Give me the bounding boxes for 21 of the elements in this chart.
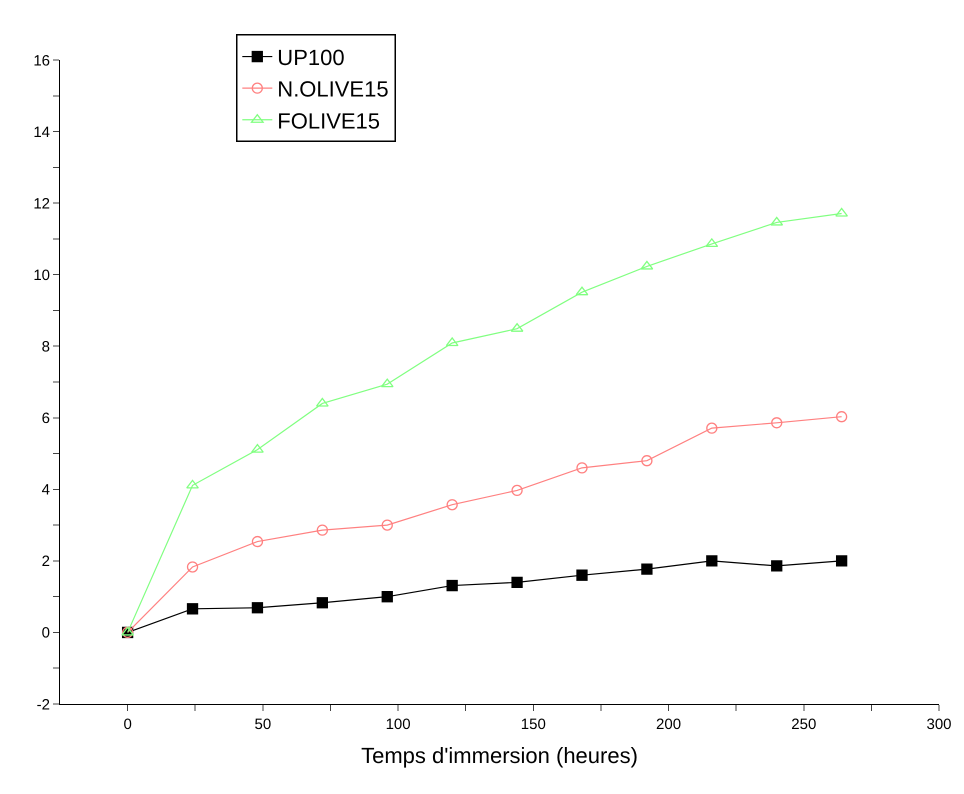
- y-tick-label: 6: [42, 410, 50, 428]
- y-tick-label: 14: [33, 124, 50, 141]
- x-tick-label: 200: [656, 716, 682, 733]
- x-tick-label: 250: [791, 716, 816, 733]
- legend-label: UP100: [277, 45, 345, 70]
- y-tick-label: 12: [33, 195, 50, 212]
- x-tick-label: 150: [520, 716, 546, 733]
- y-tick-label: -2: [36, 696, 50, 714]
- x-tick-label: 50: [254, 716, 272, 733]
- y-tick-label: 16: [33, 52, 50, 70]
- y-tick-label: 0: [42, 624, 50, 642]
- x-tick-label: 0: [123, 716, 132, 733]
- x-tick-label: 100: [386, 716, 411, 733]
- y-tick-label: 2: [42, 553, 50, 570]
- legend-label: N.OLIVE15: [277, 76, 389, 102]
- y-tick-label: 10: [33, 266, 50, 284]
- y-tick-label: 4: [42, 482, 50, 499]
- y-tick-label: 8: [42, 338, 50, 356]
- x-tick-label: 300: [926, 716, 952, 733]
- x-axis-title: Temps d'immersion (heures): [361, 742, 638, 768]
- legend-label: FOLIVE15: [277, 108, 380, 134]
